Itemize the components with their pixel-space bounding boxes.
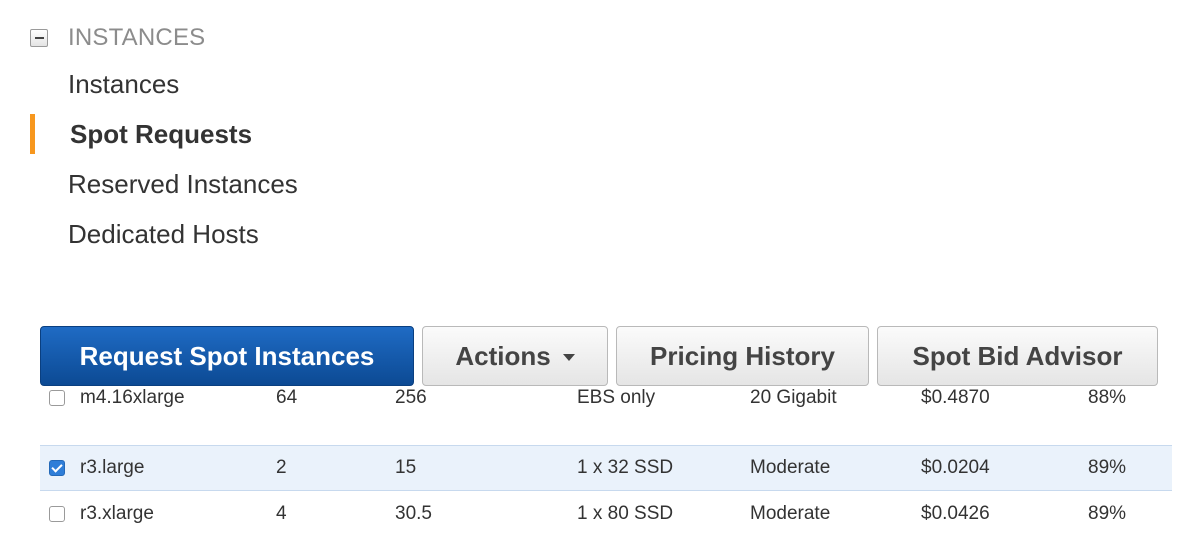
cell-storage: 1 x 32 SSD	[577, 457, 674, 478]
cell-savings: 89%	[1088, 457, 1127, 478]
row-checkbox-checked[interactable]	[49, 460, 65, 476]
actions-button[interactable]: Actions	[422, 326, 608, 386]
cell-price: $0.0204	[921, 457, 990, 478]
cell-network: Moderate	[750, 503, 831, 524]
spot-bid-advisor-label: Spot Bid Advisor	[912, 340, 1123, 371]
table-row[interactable]: m4.16xlarge 64 256 EBS only 20 Gigabit $…	[40, 386, 1172, 420]
cell-network: Moderate	[750, 457, 831, 478]
instances-section-header[interactable]: INSTANCES	[30, 22, 205, 54]
spot-bid-advisor-button[interactable]: Spot Bid Advisor	[877, 326, 1158, 386]
cell-storage: EBS only	[577, 387, 656, 408]
pricing-history-label: Pricing History	[650, 340, 835, 371]
cell-savings: 88%	[1088, 387, 1127, 408]
table-row[interactable]: r3.xlarge 4 30.5 1 x 80 SSD Moderate $0.…	[40, 492, 1172, 536]
active-indicator	[30, 114, 35, 154]
request-spot-instances-button[interactable]: Request Spot Instances	[40, 326, 414, 386]
sidebar-item-spot-requests[interactable]: Spot Requests	[70, 119, 253, 149]
request-spot-instances-label: Request Spot Instances	[79, 340, 375, 371]
cell-memory: 30.5	[395, 503, 432, 524]
table-row-selected[interactable]: r3.large 2 15 1 x 32 SSD Moderate $0.020…	[40, 445, 1172, 491]
caret-down-icon	[562, 353, 575, 361]
cell-savings: 89%	[1088, 503, 1127, 524]
cell-vcpu: 64	[276, 387, 298, 408]
cell-memory: 256	[395, 387, 427, 408]
cell-price: $0.4870	[921, 387, 990, 408]
cell-instance-type: r3.xlarge	[80, 503, 154, 524]
actions-label: Actions	[455, 340, 551, 371]
pricing-history-button[interactable]: Pricing History	[616, 326, 869, 386]
sidebar-item-instances[interactable]: Instances	[68, 69, 180, 99]
cell-storage: 1 x 80 SSD	[577, 503, 674, 524]
sidebar-item-reserved-instances[interactable]: Reserved Instances	[68, 169, 298, 199]
section-title: INSTANCES	[68, 24, 206, 51]
cell-memory: 15	[395, 457, 417, 478]
instance-types-table: m4.16xlarge 64 256 EBS only 20 Gigabit $…	[40, 386, 1172, 552]
cell-vcpu: 2	[276, 457, 287, 478]
cell-instance-type: r3.large	[80, 457, 145, 478]
cell-vcpu: 4	[276, 503, 287, 524]
cell-instance-type: m4.16xlarge	[80, 387, 185, 408]
sidebar-item-dedicated-hosts[interactable]: Dedicated Hosts	[68, 219, 259, 249]
cell-price: $0.0426	[921, 503, 990, 524]
row-checkbox[interactable]	[49, 390, 65, 406]
collapse-icon[interactable]	[30, 29, 48, 47]
cell-network: 20 Gigabit	[750, 387, 837, 408]
row-checkbox[interactable]	[49, 506, 65, 522]
